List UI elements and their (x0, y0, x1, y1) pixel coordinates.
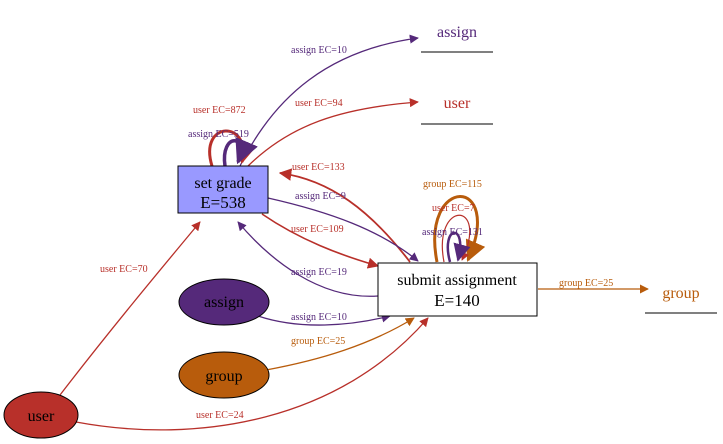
edge-submit-self-assign (446, 231, 471, 263)
node-input-assign-label: assign (204, 294, 244, 311)
edge-setgrade-self-assign (222, 136, 258, 167)
edge-assign-to-submit (257, 313, 391, 326)
node-output-user-label: user (444, 95, 471, 112)
edge-setgrade-to-submit-assign (267, 197, 419, 262)
node-set-grade: set grade E=538 (177, 165, 269, 214)
edge-user-to-submit (75, 317, 429, 431)
node-input-group-label: group (205, 368, 242, 385)
edge-label-setgrade-self-user: user EC=872 (193, 105, 246, 116)
node-input-user-label: user (28, 408, 55, 425)
edge-submit-to-setgrade-user (278, 168, 411, 263)
edge-label-submit-to-group: group EC=25 (559, 278, 613, 289)
edge-label-submit-self-group: group EC=115 (423, 179, 482, 190)
edge-submit-to-setgrade-assign (237, 221, 379, 297)
node-set-grade-count: E=538 (200, 193, 245, 212)
node-output-group: group (645, 285, 717, 314)
node-input-group: group (178, 351, 270, 399)
edge-label-submit-to-setgrade-user: user EC=133 (292, 162, 345, 173)
edge-label-submit-to-setgrade-assign: assign EC=19 (291, 267, 347, 278)
edge-label-assign-to-submit: assign EC=10 (291, 312, 347, 323)
edge-setgrade-to-submit-user (261, 213, 380, 269)
node-output-assign: assign (421, 24, 493, 53)
edge-label-submit-self-assign: assign EC=131 (422, 227, 483, 238)
edge-label-user-to-setgrade: user EC=70 (100, 264, 148, 275)
edge-label-group-to-submit: group EC=25 (291, 336, 345, 347)
edge-label-setgrade-to-assign: assign EC=10 (291, 45, 347, 56)
edge-user-to-setgrade (59, 221, 201, 396)
edge-label-user-to-submit: user EC=24 (196, 410, 244, 421)
edge-label-setgrade-to-user: user EC=94 (295, 98, 343, 109)
edge-label-submit-self-user: user EC=7 (432, 203, 475, 214)
edge-submit-self-group (433, 195, 486, 263)
node-input-assign: assign (178, 278, 270, 326)
node-submit-assignment-title: submit assignment (397, 272, 517, 289)
edge-label-setgrade-to-submit-assign: assign EC=9 (295, 191, 346, 202)
edge-submit-self-user (441, 214, 471, 263)
node-output-assign-label: assign (437, 24, 477, 41)
node-input-user: user (3, 391, 79, 439)
node-output-user: user (421, 95, 493, 125)
node-set-grade-title: set grade (194, 175, 251, 192)
edge-label-setgrade-to-submit-user: user EC=109 (291, 224, 344, 235)
node-submit-assignment: submit assignment E=140 (377, 262, 538, 317)
edge-group-to-submit (265, 317, 415, 371)
node-submit-assignment-count: E=140 (434, 291, 479, 310)
node-output-group-label: group (662, 285, 699, 302)
edge-label-setgrade-self-assign: assign EC=519 (188, 129, 249, 140)
edge-setgrade-to-user (247, 98, 419, 167)
